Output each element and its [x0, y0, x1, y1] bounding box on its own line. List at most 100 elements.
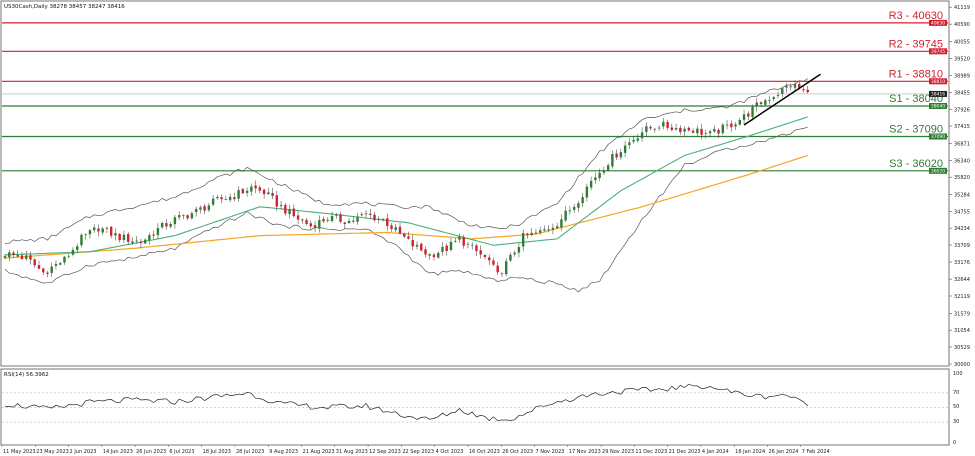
- candle-body: [538, 230, 542, 233]
- time-tick-label: 7 Feb 2024: [802, 449, 830, 455]
- candle-body: [373, 214, 376, 221]
- candle: [789, 83, 792, 91]
- candle-body: [288, 209, 291, 215]
- candle-body: [369, 213, 372, 216]
- candle: [250, 183, 253, 196]
- candle-body: [521, 233, 525, 247]
- candle-body: [785, 86, 788, 88]
- time-tick-label: 6 Jul 2023: [169, 449, 194, 455]
- candle-body: [772, 97, 775, 99]
- candle-body: [228, 196, 232, 201]
- bollinger-bands: [4, 78, 808, 293]
- candle-body: [279, 205, 283, 207]
- candle: [513, 250, 516, 257]
- candle-body: [742, 114, 746, 120]
- candle-body: [165, 223, 168, 227]
- candle: [483, 254, 487, 260]
- price-tick-label: 31054: [954, 328, 970, 334]
- level-label-s3: S3 - 36020: [889, 158, 943, 170]
- candle: [105, 226, 109, 233]
- candle: [50, 262, 53, 277]
- candle: [475, 243, 478, 256]
- candle-body: [488, 257, 491, 261]
- candle: [602, 166, 606, 176]
- candle-body: [615, 153, 618, 158]
- candle-body: [398, 226, 402, 234]
- candle: [377, 216, 380, 224]
- candle-body: [216, 196, 219, 199]
- level-tag-r1: [929, 78, 947, 85]
- candle: [186, 214, 189, 221]
- candle-body: [326, 220, 329, 221]
- candle: [194, 206, 198, 217]
- rsi-title: RSI(14) 56.3962: [4, 372, 49, 378]
- candle-body: [407, 236, 410, 239]
- candle-body: [751, 106, 754, 118]
- candle: [101, 226, 104, 236]
- level-label-r3: R3 - 40630: [889, 10, 943, 22]
- candle: [538, 226, 542, 235]
- candle-body: [63, 256, 66, 263]
- candle-body: [296, 215, 300, 220]
- candle: [126, 231, 130, 246]
- candle: [241, 187, 245, 194]
- candle-body: [691, 130, 695, 133]
- candle-body: [67, 255, 70, 257]
- price-tick-label: 37926: [954, 108, 970, 114]
- candle-body: [764, 100, 767, 105]
- candle-body: [517, 247, 521, 253]
- candle: [415, 241, 419, 250]
- candle-body: [649, 126, 652, 129]
- candle-body: [394, 227, 397, 230]
- candle: [751, 104, 754, 121]
- candle: [224, 195, 228, 201]
- candle: [581, 193, 584, 208]
- candle: [118, 233, 121, 243]
- current-price-tag-text: 38416: [931, 92, 945, 98]
- candle-body: [789, 86, 792, 88]
- candle-body: [199, 207, 202, 210]
- candle: [37, 260, 41, 270]
- candle-body: [284, 205, 287, 214]
- candle-body: [458, 236, 461, 240]
- candle: [386, 213, 389, 231]
- candle: [555, 222, 559, 230]
- candle-body: [611, 153, 614, 167]
- candle-body: [305, 219, 308, 225]
- price-tick-label: 41119: [954, 5, 970, 11]
- candle: [708, 129, 712, 138]
- candle-body: [479, 250, 482, 255]
- candle: [326, 217, 329, 223]
- candle: [577, 200, 580, 213]
- time-tick-label: 23 May 2023: [36, 449, 69, 455]
- candle-body: [347, 220, 351, 224]
- candle-body: [640, 132, 644, 139]
- candle: [632, 135, 635, 144]
- candle: [662, 117, 665, 130]
- candle-body: [118, 234, 121, 241]
- candle-body: [241, 189, 245, 194]
- price-tick-label: 31579: [954, 311, 970, 317]
- candle: [173, 214, 177, 229]
- candle-body: [653, 128, 657, 130]
- candle: [352, 216, 355, 224]
- candle: [254, 180, 257, 194]
- candle-body: [390, 225, 393, 229]
- candle-body: [449, 241, 453, 250]
- candle: [71, 247, 75, 257]
- candle-body: [776, 94, 780, 96]
- candle: [339, 211, 342, 224]
- uptrend-line: [743, 73, 821, 126]
- candle: [407, 231, 410, 240]
- candle: [657, 125, 661, 131]
- time-tick-label: 14 Jun 2023: [103, 449, 133, 455]
- candle: [97, 224, 100, 237]
- level-tag-text: 37090: [931, 134, 945, 140]
- candle-body: [169, 223, 172, 227]
- candle-body: [254, 185, 257, 189]
- candle: [284, 202, 287, 216]
- time-tick-label: 11 Dec 2023: [635, 449, 667, 455]
- candle-body: [713, 128, 716, 132]
- candle: [92, 224, 96, 233]
